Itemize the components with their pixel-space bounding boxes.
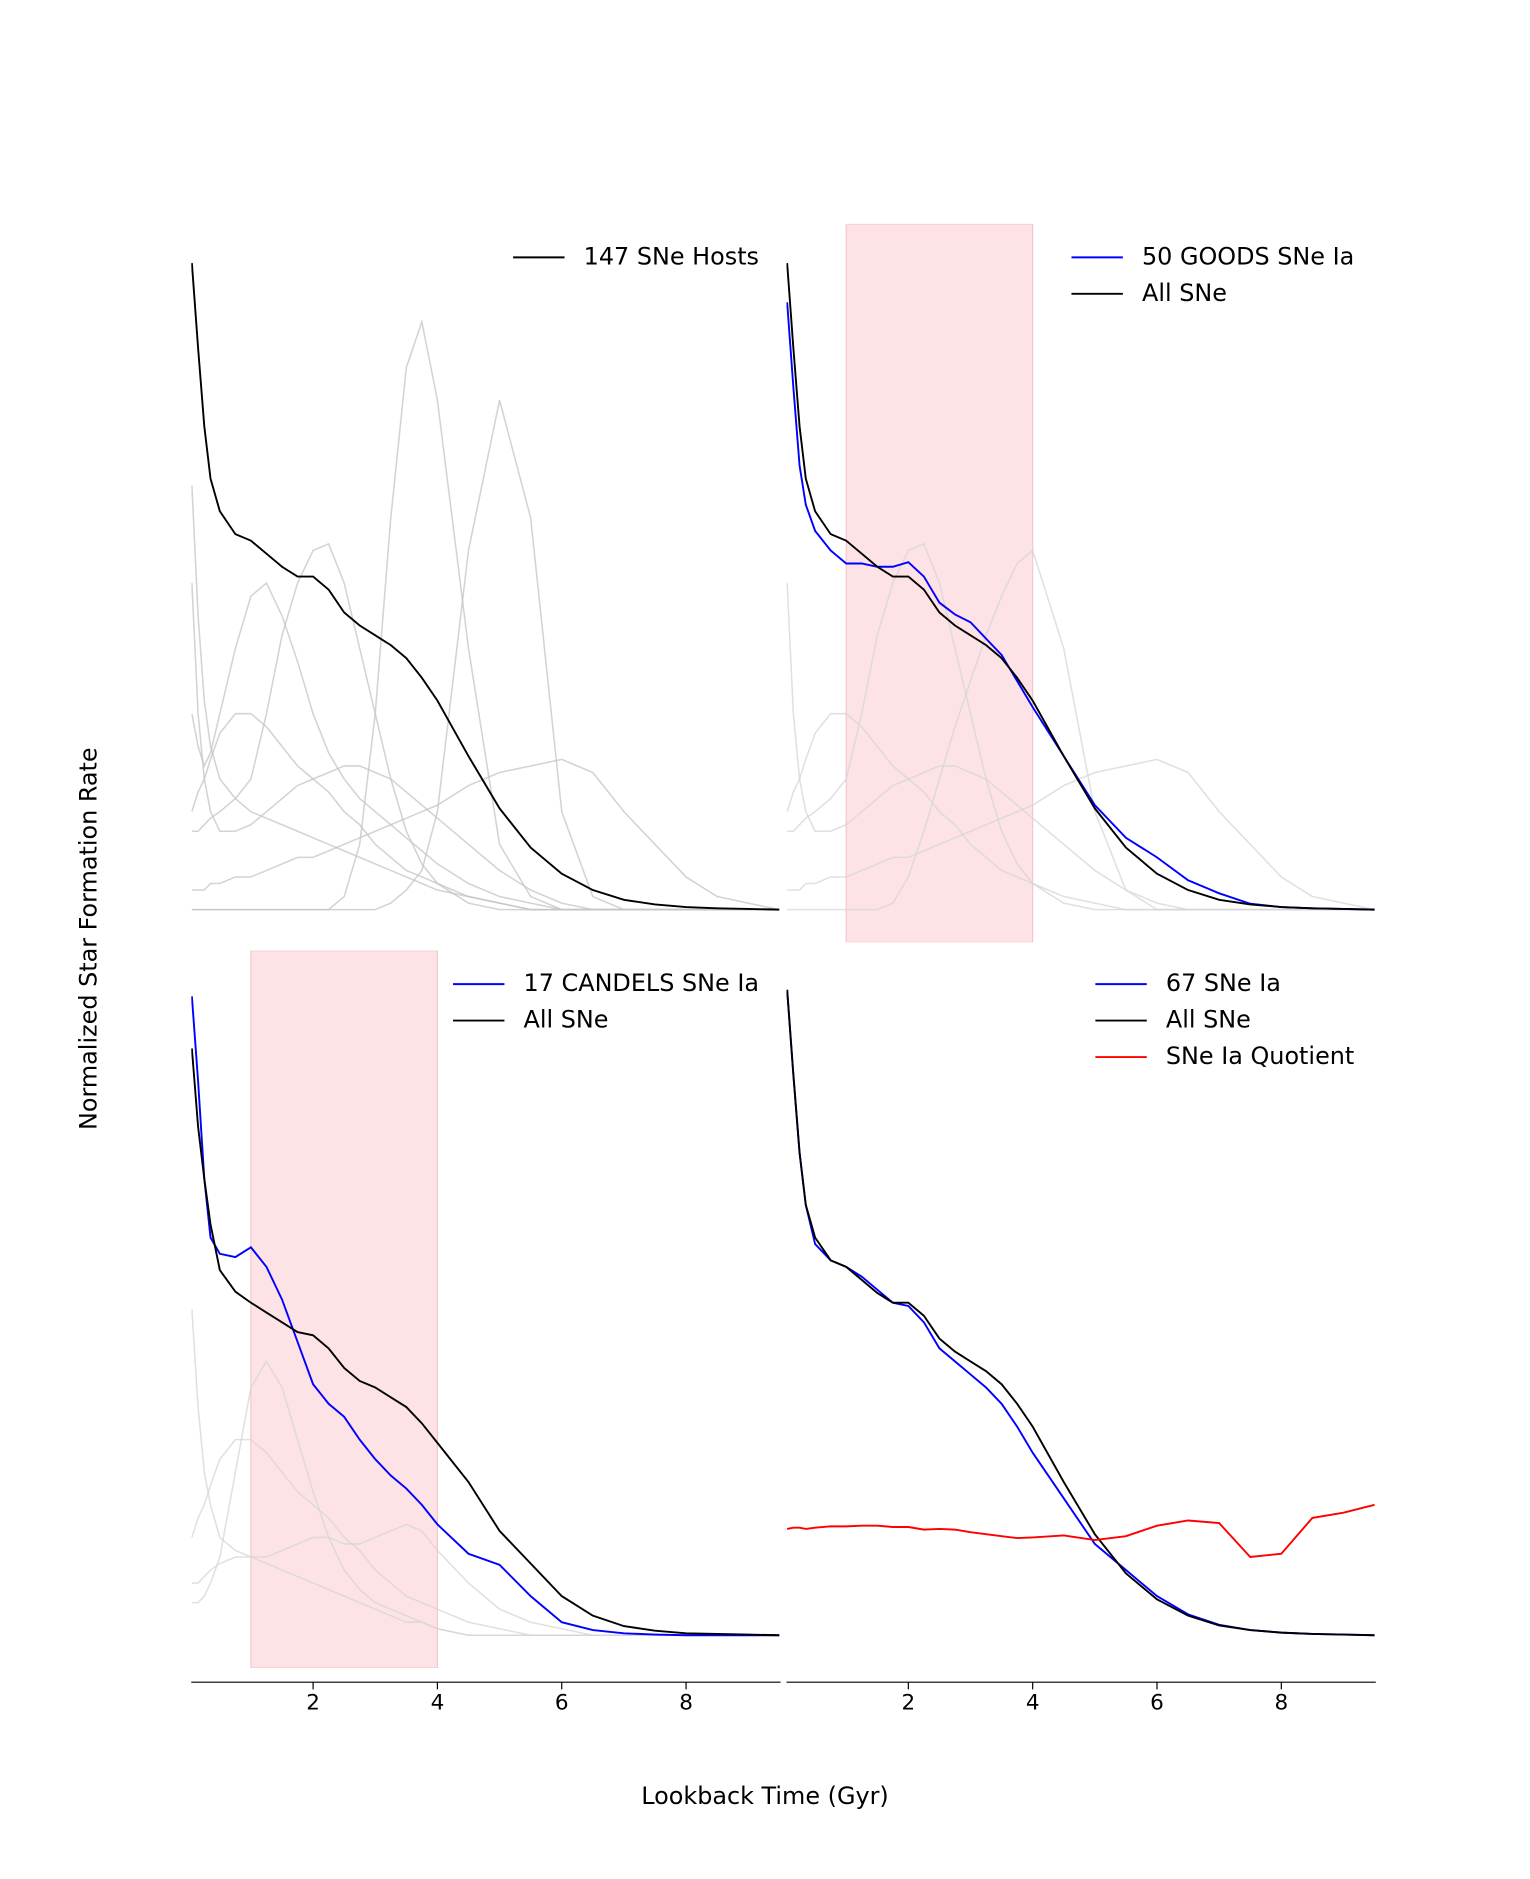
legend-label: 147 SNe Hosts [584, 242, 759, 270]
x-tick-label: 6 [555, 1691, 569, 1716]
series-line [191, 1048, 780, 1637]
series-line [786, 989, 1375, 1637]
series-line [786, 263, 1375, 911]
legend-label: 17 CANDELS SNe Ia [524, 969, 759, 997]
x-tick-label: 8 [679, 1691, 693, 1716]
host-line [191, 583, 780, 911]
x-axis-label: Lookback Time (Gyr) [641, 1782, 889, 1810]
legend-label: 67 SNe Ia [1166, 969, 1281, 997]
series-line [191, 996, 780, 1637]
y-axis-label: Normalized Star Formation Rate [75, 747, 103, 1130]
legend-label: 50 GOODS SNe Ia [1142, 242, 1354, 270]
x-tick-label: 6 [1150, 1691, 1164, 1716]
legend-label: All SNe [524, 1006, 609, 1034]
host-line [787, 758, 1375, 911]
panel: 147 SNe Hosts [191, 242, 780, 911]
x-tick-label: 4 [1026, 1691, 1040, 1716]
series-line [786, 1503, 1375, 1558]
panel: 2 4 6 8 17 CANDELS SNe Ia All SNe [191, 950, 781, 1716]
host-line [787, 549, 1375, 911]
host-line [191, 485, 780, 911]
host-line [191, 318, 780, 911]
host-line [191, 542, 780, 911]
host-line [191, 1523, 780, 1637]
host-line [191, 400, 780, 911]
legend-label: All SNe [1166, 1006, 1251, 1034]
plot-area [786, 223, 1375, 943]
panel: 2 4 6 8 67 SNe Ia All SNe SNe Ia Quotient [786, 969, 1376, 1716]
series-line [191, 263, 780, 911]
x-tick-label: 2 [306, 1691, 320, 1716]
x-tick-label: 4 [431, 1691, 445, 1716]
x-tick-label: 2 [902, 1691, 916, 1716]
panel: 50 GOODS SNe Ia All SNe [786, 223, 1375, 943]
host-line [191, 581, 780, 911]
plot-area [191, 263, 780, 911]
legend-label: All SNe [1142, 279, 1227, 307]
host-line [191, 758, 780, 911]
legend-label: SNe Ia Quotient [1166, 1042, 1354, 1070]
plot-area [786, 989, 1375, 1637]
series-line [786, 302, 1375, 911]
x-tick-label: 8 [1274, 1691, 1288, 1716]
shaded-span [250, 950, 439, 1668]
plot-area [191, 950, 780, 1668]
